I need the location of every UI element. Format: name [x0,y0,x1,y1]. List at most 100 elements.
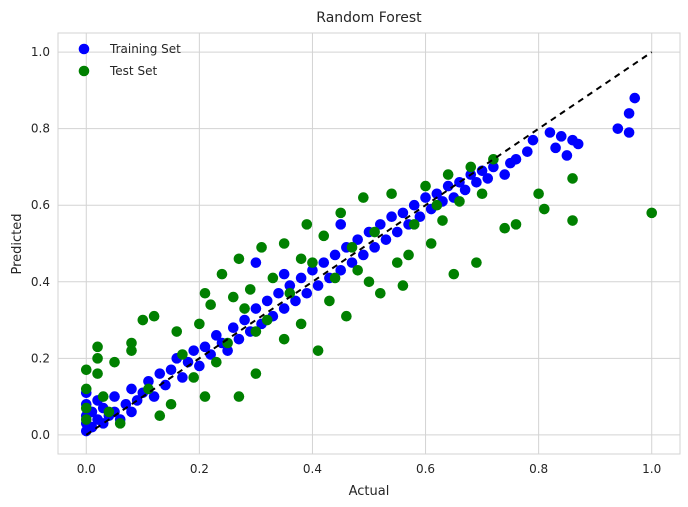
training-point [380,234,392,245]
training-point [522,146,533,157]
x-tick-label: 0.8 [529,462,548,476]
training-point [375,219,386,230]
training-point [199,341,211,353]
x-tick-label: 0.6 [416,462,435,476]
training-point [154,368,166,379]
training-point [109,391,120,402]
training-point [120,398,132,410]
test-point [442,169,454,180]
training-point [307,264,318,276]
test-point [126,345,137,356]
plot-frame [57,32,681,455]
training-point [239,314,250,326]
test-point [92,368,103,379]
training-point [629,92,641,104]
x-tick-label: 0.4 [303,462,322,476]
training-point [148,391,160,402]
test-point [375,287,386,299]
training-point [126,383,137,395]
training-point [301,287,313,299]
training-point [312,280,324,291]
test-point [301,219,313,230]
training-point [550,142,561,154]
training-point [391,226,403,238]
test-point [233,253,245,265]
data-points [80,92,658,437]
training-point [126,406,137,418]
training-point [408,199,420,211]
training-point [222,345,233,356]
training-point [612,123,624,134]
test-point [465,161,477,173]
test-point [295,253,307,265]
test-point [80,402,92,414]
reference-line [85,51,653,436]
legend-label: Training Set [109,42,181,56]
test-point [312,345,324,356]
test-point [352,264,363,276]
test-point [80,383,92,395]
test-point [261,314,273,326]
test-point [329,272,341,284]
test-point [510,219,522,230]
test-point [250,326,262,337]
test-point [646,207,658,219]
test-point [358,192,369,203]
training-point [165,364,177,376]
training-point [295,272,307,284]
test-point [267,272,279,284]
training-point [471,176,482,188]
test-point [318,230,330,242]
training-point [194,360,205,372]
legend-marker [78,65,90,77]
y-axis-label: Predicted [10,213,25,274]
training-point [143,375,154,387]
test-point [216,268,228,280]
test-point [109,356,120,368]
training-point [160,379,171,391]
legend-label: Test Set [109,64,157,78]
y-tick-label: 0.6 [31,198,50,212]
training-point [250,303,262,314]
training-point [358,249,369,261]
test-point [103,406,115,418]
y-tick-label: 0.0 [31,428,50,442]
test-point [205,299,216,311]
training-point [177,372,188,383]
training-point [278,303,290,314]
test-point [80,364,92,376]
test-point [211,356,222,368]
test-point [408,219,420,230]
training-point [86,421,98,433]
test-point [256,242,267,253]
test-point [92,353,103,364]
test-point [431,199,443,211]
test-point [126,337,137,349]
training-point [211,330,222,341]
test-point [194,318,205,330]
test-point [533,188,544,200]
test-point [171,326,183,337]
training-point [233,333,245,345]
training-point [555,131,567,142]
test-point [188,372,200,383]
test-point [437,215,448,226]
test-point [369,226,380,238]
training-point [623,108,635,119]
test-point [403,249,414,261]
test-point [143,383,154,395]
test-point [80,414,92,425]
test-point [278,238,290,249]
training-point [459,184,471,196]
training-point [188,345,200,356]
training-point [572,138,584,150]
test-point [567,173,578,184]
test-point [538,203,550,215]
test-point [335,207,347,219]
test-point [391,257,403,268]
training-point [278,268,290,280]
training-point [318,257,330,268]
training-point [346,257,358,268]
test-point [324,295,335,307]
